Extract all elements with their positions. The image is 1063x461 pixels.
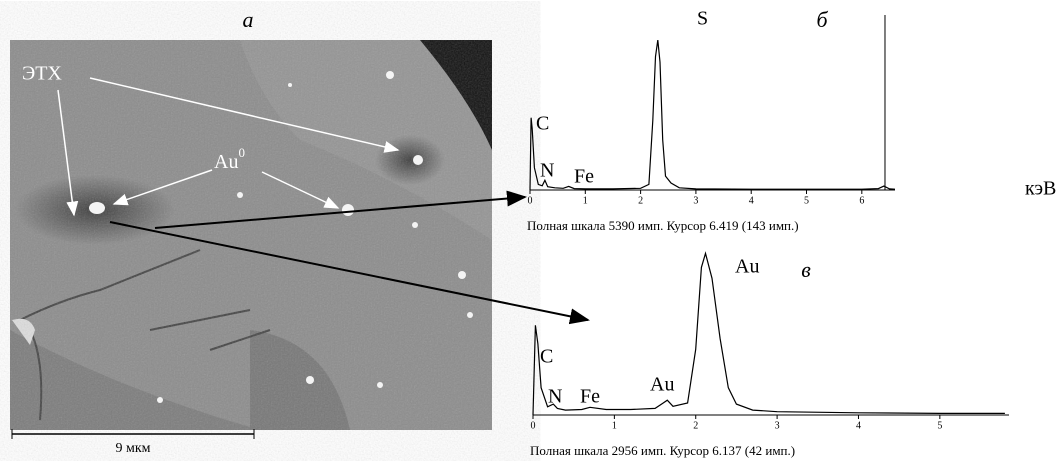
scale-label: 9 мкм [115,441,150,456]
peak-label: N [540,160,554,182]
peak-label: S [697,8,708,30]
x-tick-label: 5 [804,195,809,206]
au-sup: 0 [238,145,245,160]
panel-letter: а [243,7,254,32]
peak-label: Fe [574,166,594,188]
x-tick-label: 0 [528,195,533,206]
caption: Полная шкала 2956 имп. Курсор 6.137 (42 … [530,443,795,458]
x-tick-label: 4 [856,420,861,431]
x-tick-label: 3 [775,420,780,431]
etx-label: ЭТХ [22,63,62,85]
x-tick-label: 4 [749,195,754,206]
caption: Полная шкала 5390 имп. Курсор 6.419 (143… [527,218,799,233]
peak-label: C [540,346,553,368]
peak-label: Fe [580,386,600,408]
x-tick-label: 5 [937,420,942,431]
peak-label: Au [650,374,674,396]
x-tick-label: 2 [638,195,643,206]
x-tick-label: 1 [612,420,617,431]
figure: ЭТХ Au0 а 9 мкм 0123456бПолная шкала 539… [0,0,1063,461]
x-tick-label: 1 [583,195,588,206]
x-axis-label: кэВ [1025,178,1056,200]
peak-label: Au [735,256,759,278]
x-tick-label: 2 [693,420,698,431]
panel-letter: б [816,7,828,32]
panel-letter: в [801,257,811,282]
page: ЭТХ Au0 а 9 мкм 0123456бПолная шкала 539… [0,0,1063,461]
x-tick-label: 0 [531,420,536,431]
au-text: Au [214,151,238,173]
peak-label: N [548,386,562,408]
spectrum [533,253,1005,415]
x-tick-label: 3 [693,195,698,206]
sem-image: ЭТХ Au0 [10,40,492,430]
peak-label: C [536,113,549,135]
x-tick-label: 6 [859,195,864,206]
